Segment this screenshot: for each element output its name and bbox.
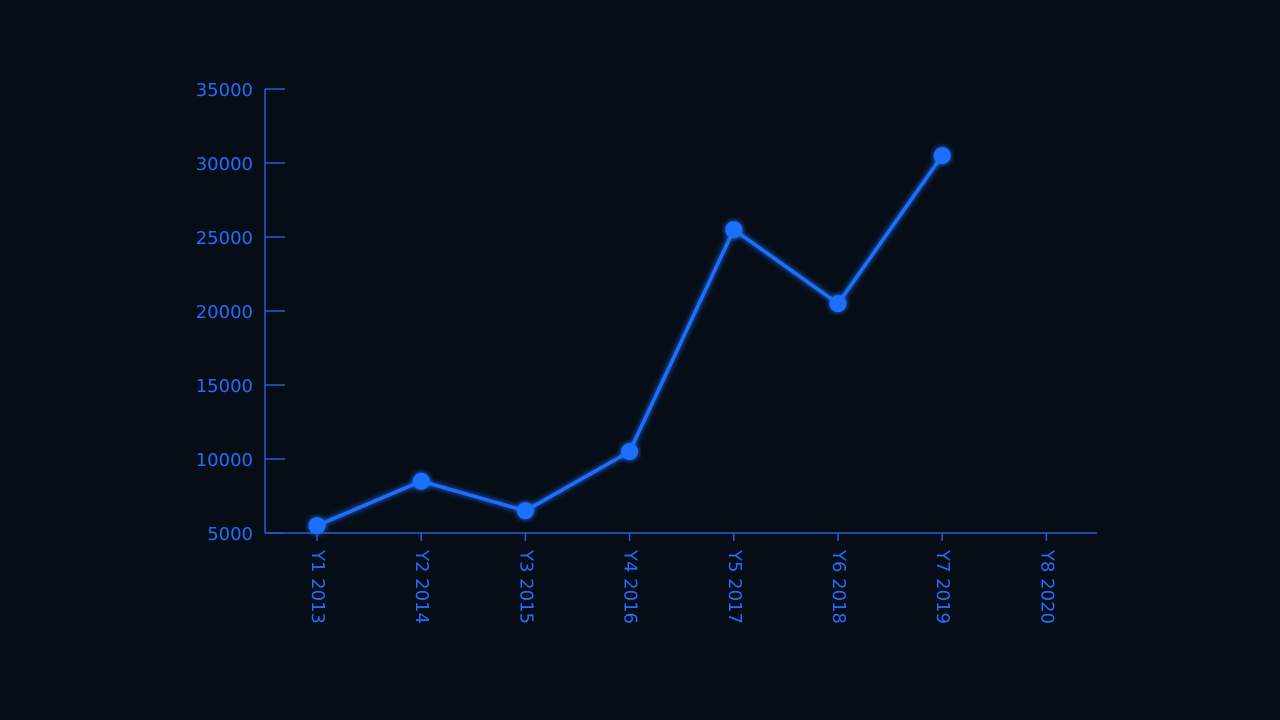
x-tick-label: Y8 2020 <box>1036 549 1057 624</box>
x-tick-label: Y7 2019 <box>932 549 953 624</box>
x-tick-label: Y6 2018 <box>828 549 849 624</box>
x-tick-label: Y3 2015 <box>515 549 536 624</box>
y-tick-label: 25000 <box>196 228 253 249</box>
marker <box>933 147 951 165</box>
marker <box>516 502 534 520</box>
y-tick-label: 5000 <box>207 524 253 545</box>
y-tick-label: 10000 <box>196 450 253 471</box>
x-tick-label: Y1 2013 <box>307 549 328 624</box>
marker <box>829 295 847 313</box>
marker <box>621 443 639 461</box>
x-tick-label: Y4 2016 <box>620 549 641 624</box>
marker <box>412 472 430 490</box>
y-tick-label: 15000 <box>196 376 253 397</box>
y-tick-label: 30000 <box>196 154 253 175</box>
marker <box>725 221 743 239</box>
x-tick-label: Y5 2017 <box>724 549 745 624</box>
y-tick-label: 35000 <box>196 80 253 101</box>
x-tick-label: Y2 2014 <box>411 549 432 624</box>
marker <box>308 517 326 535</box>
y-tick-label: 20000 <box>196 302 253 323</box>
